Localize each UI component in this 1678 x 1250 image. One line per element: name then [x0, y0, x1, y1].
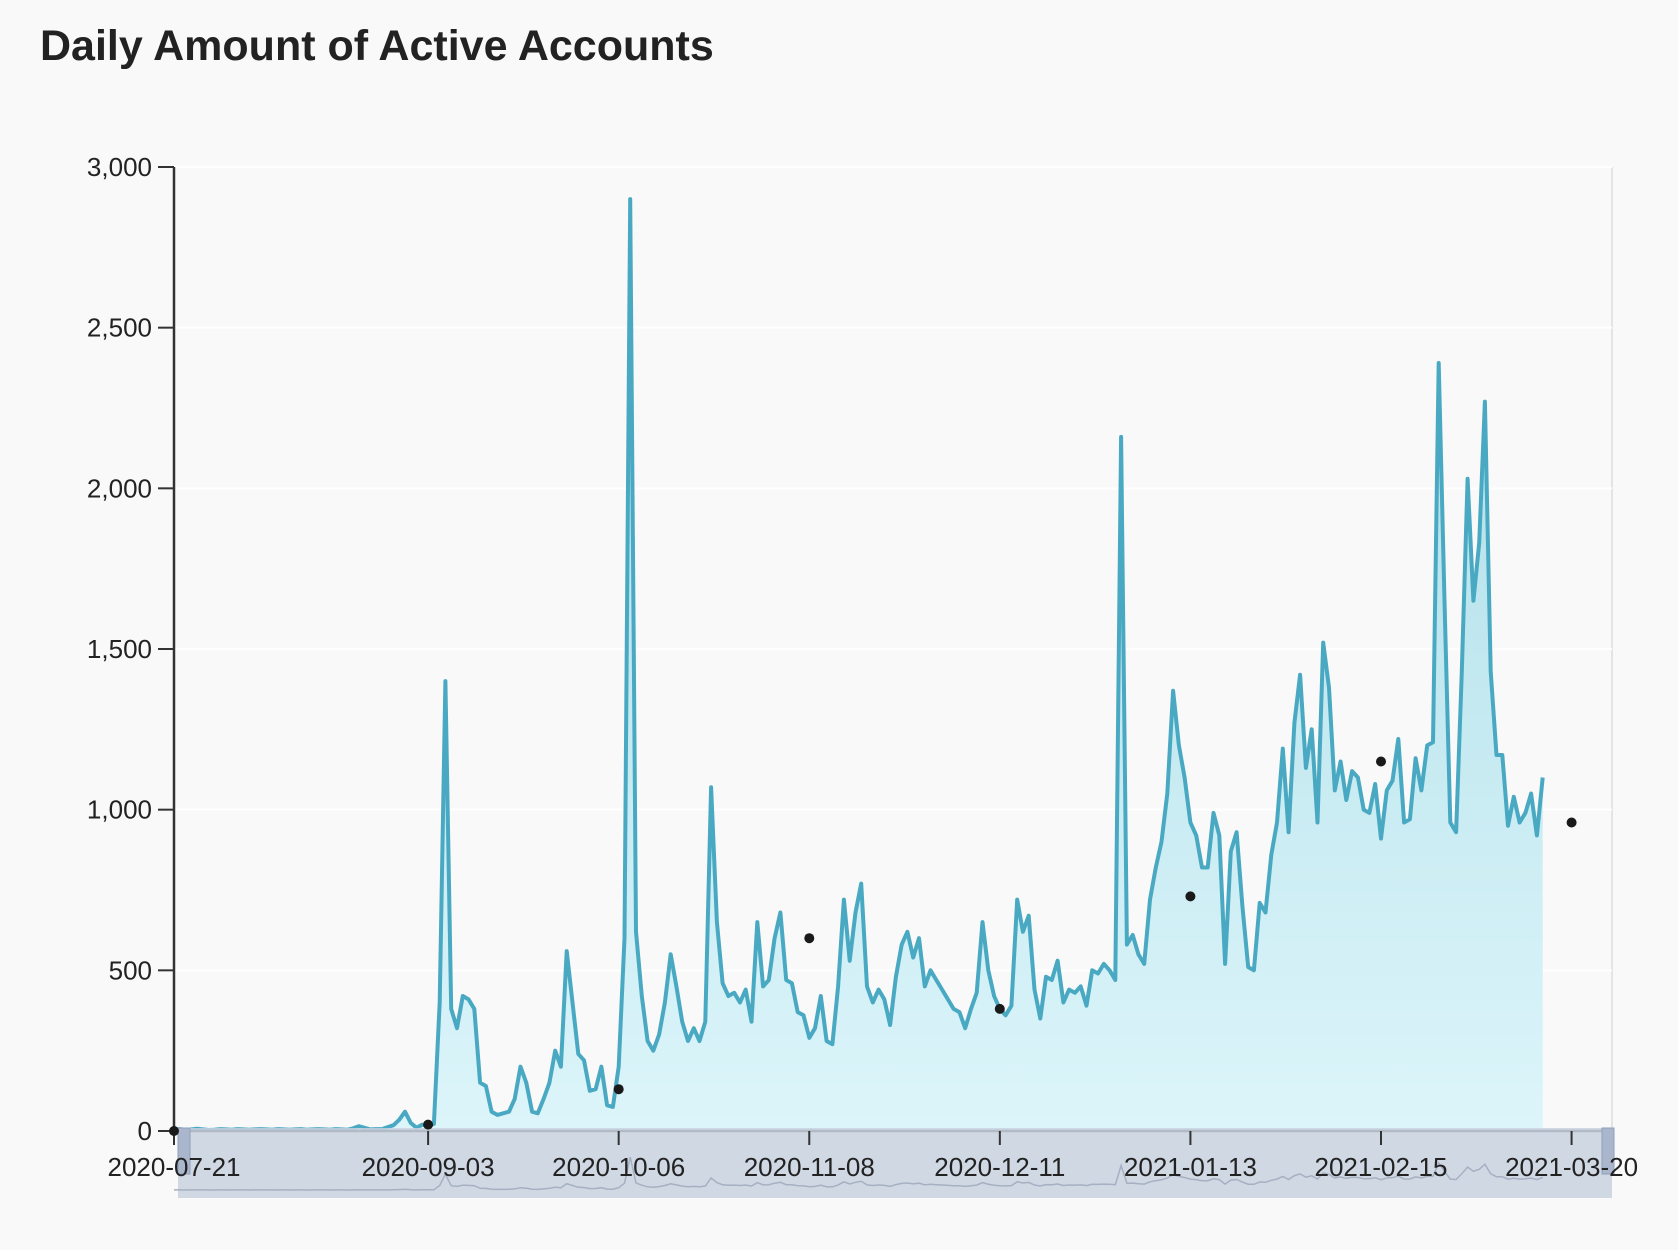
data-point-marker[interactable] — [423, 1119, 434, 1130]
data-point-marker[interactable] — [613, 1084, 624, 1095]
chart-title: Daily Amount of Active Accounts — [40, 22, 714, 70]
zoom-slider-preview — [174, 1156, 1543, 1191]
zoom-handle-left[interactable] — [177, 1127, 191, 1175]
x-tick-label: 2021-01-13 — [1124, 1152, 1257, 1182]
y-tick-label: 0 — [138, 1116, 152, 1146]
series-area — [174, 199, 1543, 1132]
y-tick-label: 1,000 — [87, 795, 152, 825]
data-point-marker[interactable] — [1566, 817, 1577, 828]
y-tick-label: 3,000 — [87, 152, 152, 182]
data-point-marker[interactable] — [1376, 756, 1386, 767]
x-tick-label: 2020-07-21 — [108, 1152, 241, 1182]
series-line — [173, 197, 1545, 1132]
y-tick-label: 2,500 — [87, 313, 152, 343]
x-tick-label: 2020-09-03 — [362, 1152, 495, 1182]
y-tick-label: 500 — [109, 955, 152, 985]
data-point-marker[interactable] — [1185, 891, 1196, 902]
x-tick-label: 2020-12-11 — [934, 1152, 1065, 1182]
x-tick-label: 2020-11-08 — [744, 1152, 875, 1182]
zoom-slider[interactable] — [178, 1128, 1612, 1198]
x-tick-label: 2021-03-20 — [1505, 1152, 1638, 1182]
data-point-marker[interactable] — [994, 1003, 1005, 1014]
y-tick-label: 1,500 — [87, 634, 152, 664]
data-point-marker[interactable] — [804, 933, 815, 944]
data-point-marker[interactable] — [169, 1126, 179, 1136]
x-tick-label: 2020-10-06 — [552, 1152, 685, 1182]
zoom-handle-right[interactable] — [1601, 1127, 1615, 1175]
x-tick-label: 2021-02-15 — [1314, 1152, 1447, 1182]
y-tick-label: 2,000 — [87, 473, 152, 503]
